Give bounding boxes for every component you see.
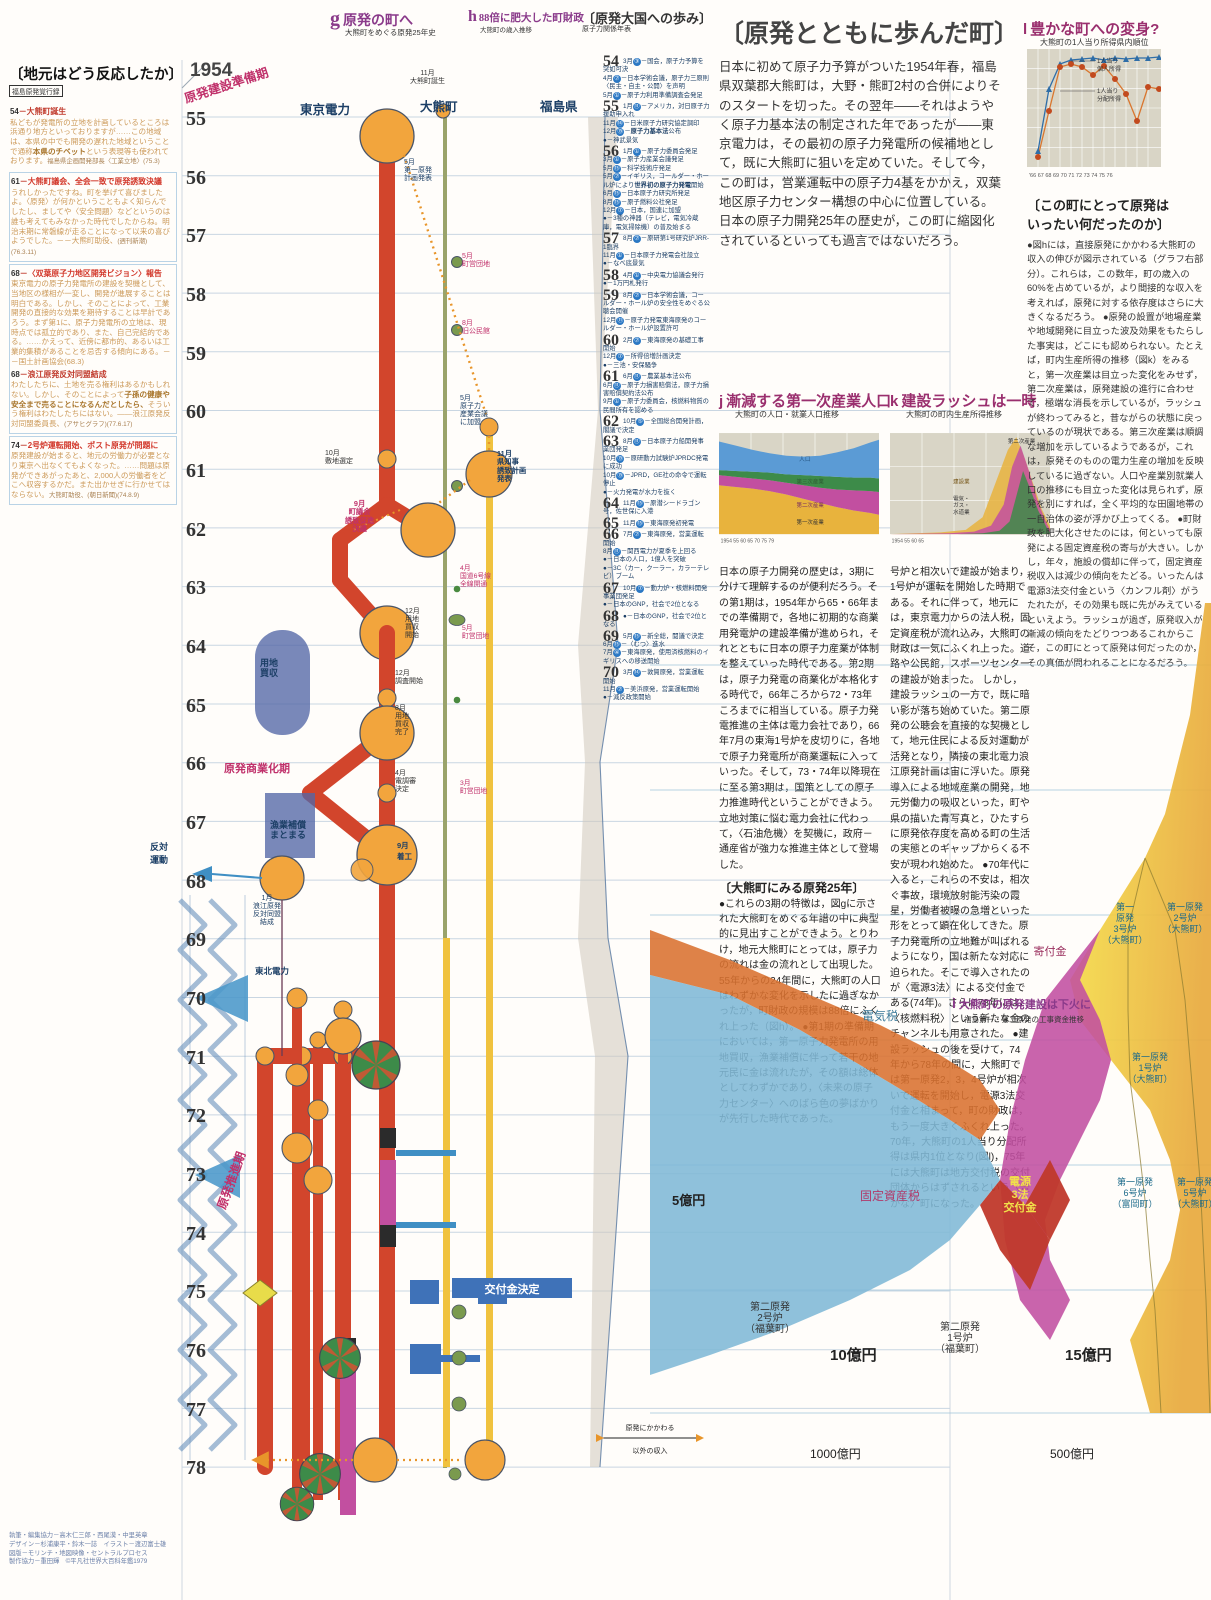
svg-text:福島第一・第二原発の工事資金推移: 福島第一・第二原発の工事資金推移 xyxy=(964,1014,1084,1024)
svg-text:1954 55 60 65: 1954 55 60 65 xyxy=(892,539,924,545)
svg-text:'66 67 68 69 70 71 72 73 74 75: '66 67 68 69 70 71 72 73 74 75 76 xyxy=(1029,173,1113,179)
svg-text:5億円: 5億円 xyxy=(672,1193,705,1208)
svg-text:寄付金: 寄付金 xyxy=(1034,944,1067,958)
svg-text:第二次産業: 第二次産業 xyxy=(796,501,824,509)
svg-text:建設業: 建設業 xyxy=(953,478,970,486)
svg-text:15億円: 15億円 xyxy=(1065,1346,1112,1364)
svg-text:人口: 人口 xyxy=(799,456,811,463)
svg-text:第一次産業: 第一次産業 xyxy=(796,518,824,526)
svg-text:1000億円: 1000億円 xyxy=(810,1447,861,1461)
svg-text:電気税: 電気税 xyxy=(862,1008,898,1023)
svg-text:1954 55 60 65 70 75 79: 1954 55 60 65 70 75 79 xyxy=(721,539,775,545)
svg-text:第三次産業: 第三次産業 xyxy=(796,478,824,486)
svg-text:交付金決定: 交付金決定 xyxy=(485,1282,540,1296)
svg-text:500億円: 500億円 xyxy=(1050,1447,1094,1461)
svg-text:固定資産税: 固定資産税 xyxy=(860,1188,920,1203)
svg-text:10億円: 10億円 xyxy=(830,1346,877,1364)
svg-text:電気・ガス・水道業: 電気・ガス・水道業 xyxy=(953,494,970,515)
